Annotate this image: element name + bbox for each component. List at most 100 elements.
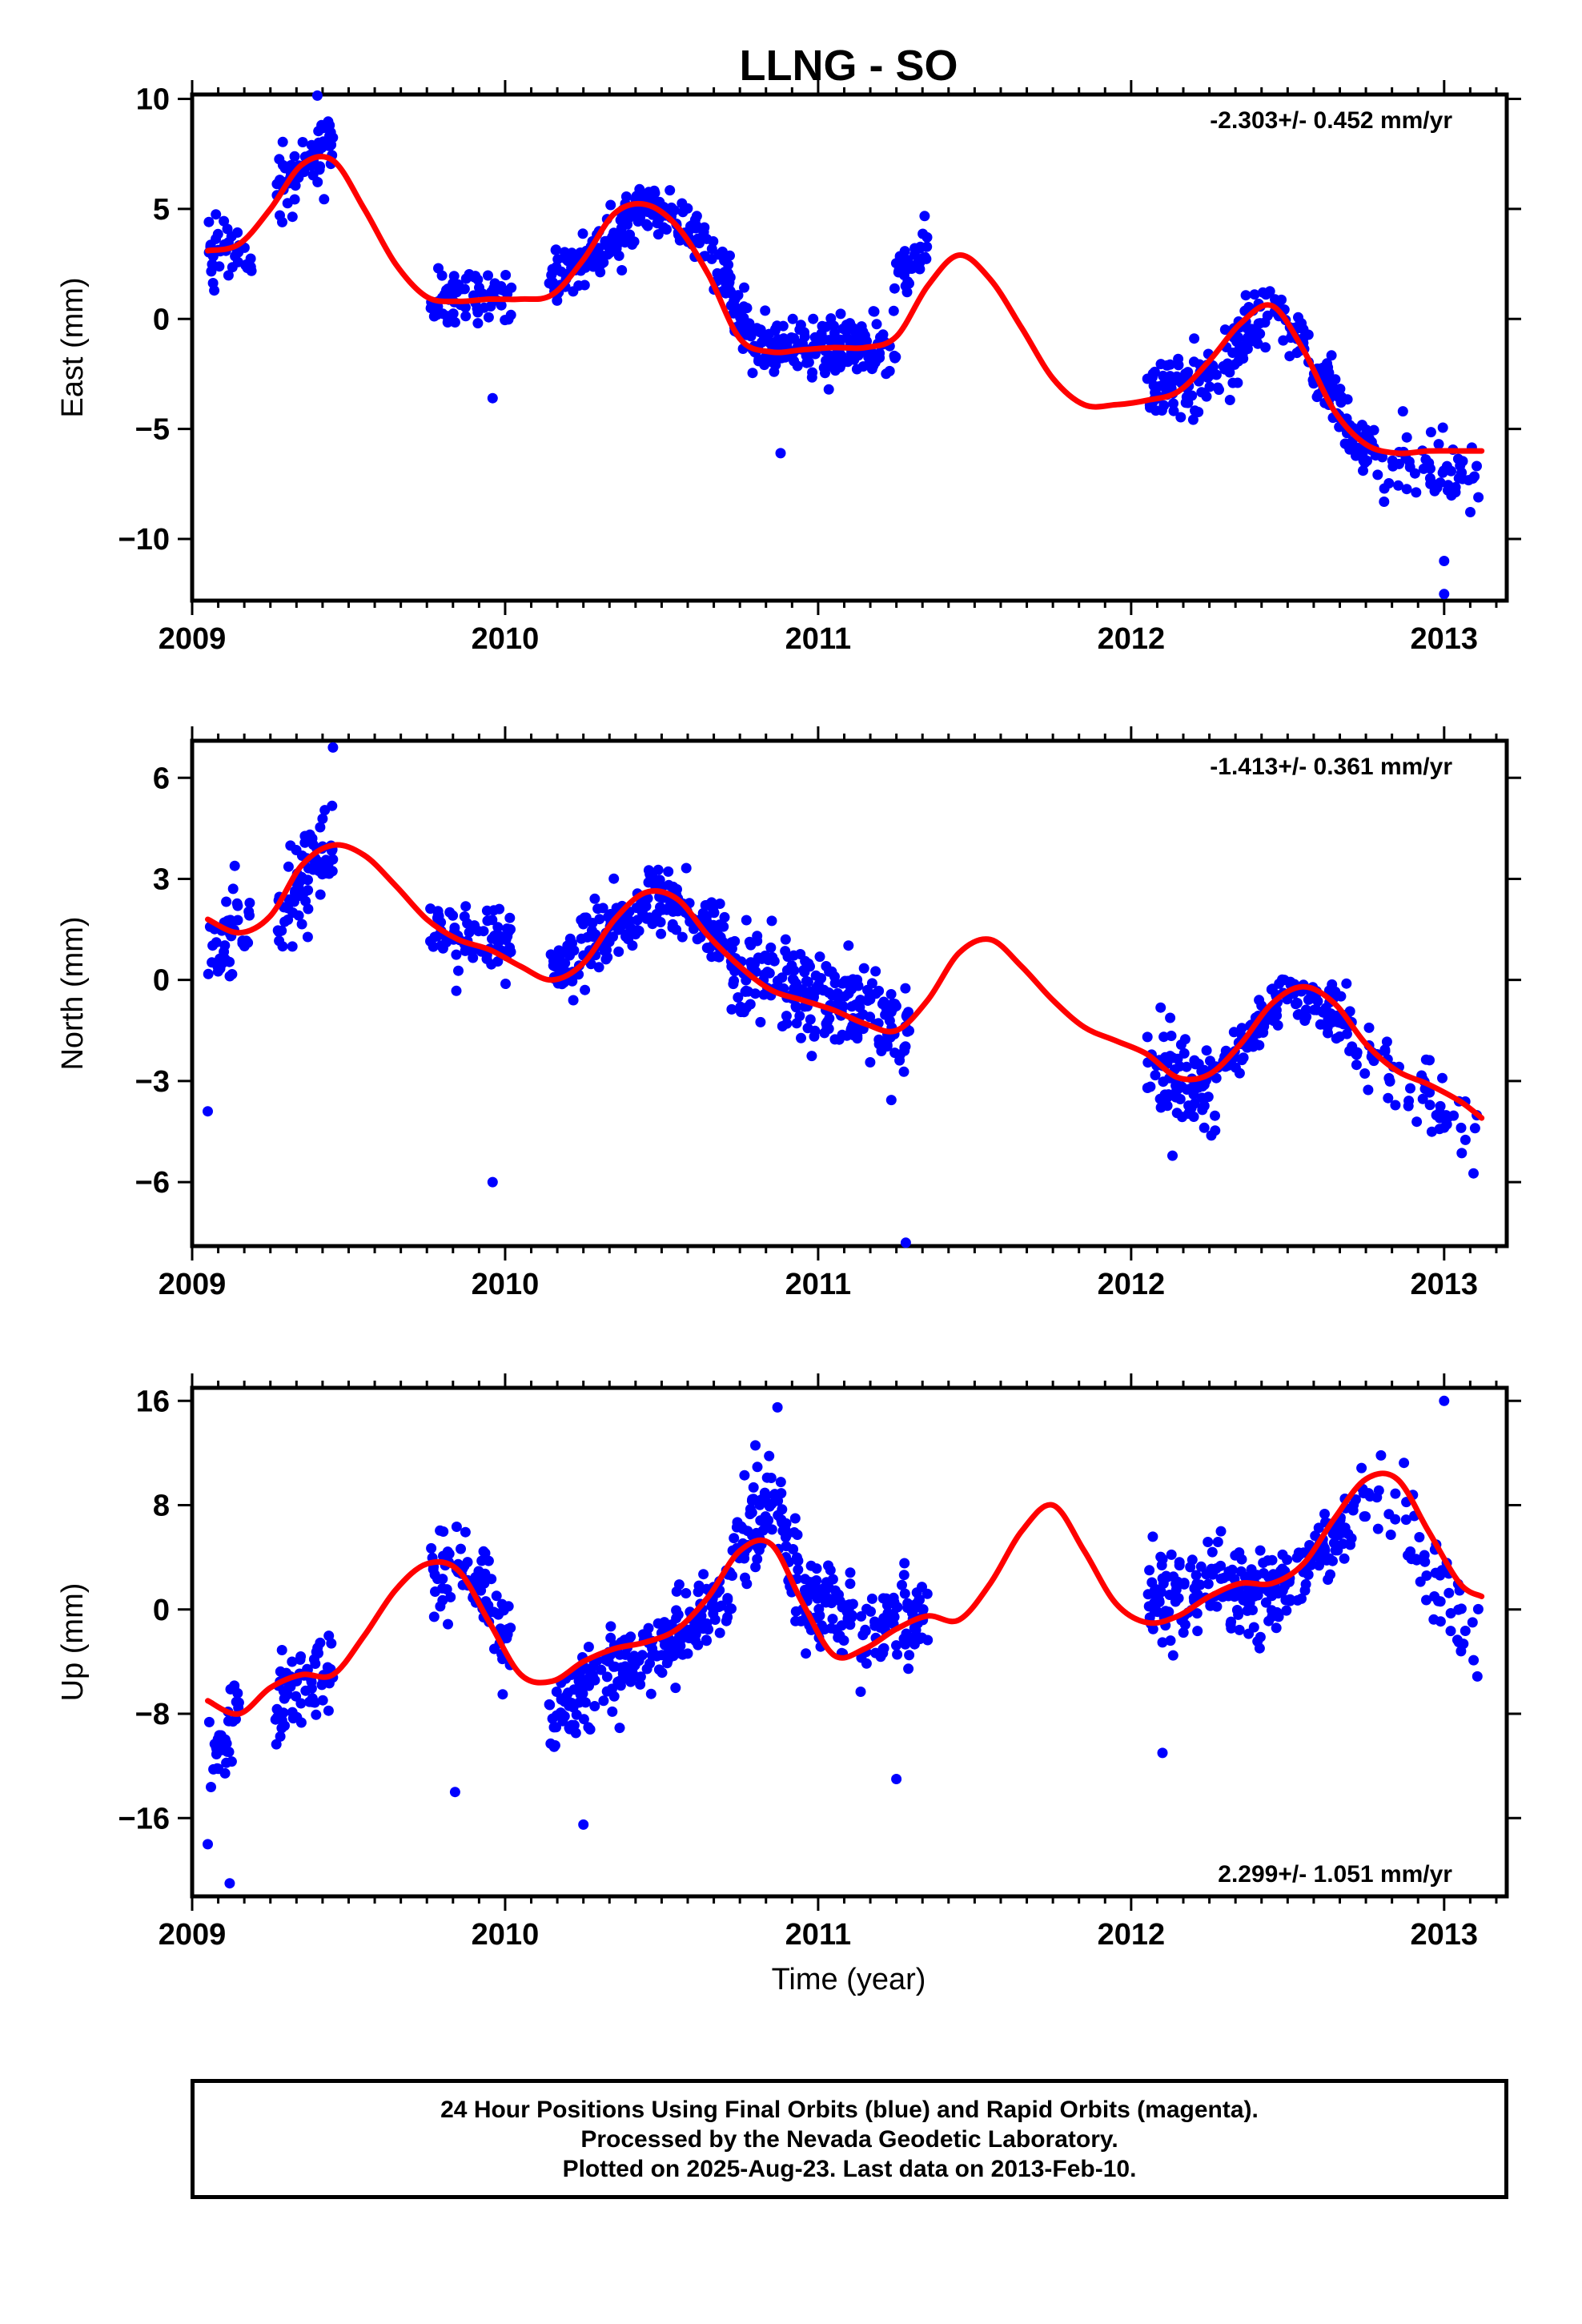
data-point [889, 1047, 901, 1059]
y-axis-label: East (mm) [56, 277, 90, 417]
data-point [836, 1620, 847, 1631]
data-point [1271, 1622, 1282, 1634]
data-point [1203, 1537, 1214, 1547]
data-point [227, 883, 239, 895]
data-point [500, 979, 511, 989]
data-point [1356, 1462, 1367, 1474]
data-point [1260, 1597, 1271, 1608]
data-point [856, 321, 867, 332]
data-point [274, 154, 285, 165]
data-point [750, 1562, 761, 1573]
data-point [1220, 1045, 1231, 1056]
data-point [892, 1649, 903, 1660]
footer-line-3: Plotted on 2025-Aug-23. Last data on 201… [562, 2155, 1137, 2182]
data-point [821, 355, 832, 366]
data-point [601, 1671, 612, 1683]
data-point [811, 1563, 822, 1574]
y-tick-label: 0 [153, 964, 170, 998]
data-point [320, 854, 331, 866]
data-point [1260, 289, 1271, 300]
data-point [1142, 1589, 1154, 1600]
data-point [891, 1774, 902, 1784]
data-point [1456, 1148, 1468, 1159]
data-point [492, 937, 504, 948]
data-point [835, 308, 846, 320]
data-point [1347, 1505, 1359, 1516]
data-point [211, 937, 222, 948]
data-point [1433, 1595, 1443, 1606]
data-point [898, 1570, 909, 1581]
data-point [1401, 432, 1412, 443]
data-point [300, 895, 311, 907]
data-point [753, 356, 764, 367]
data-point [1314, 1560, 1324, 1571]
data-point [873, 985, 885, 996]
data-point [276, 1715, 287, 1726]
daily-positions [203, 1395, 1484, 1889]
x-tick-label: 2013 [1411, 1918, 1479, 1952]
data-point [1272, 1019, 1283, 1031]
data-point [327, 800, 338, 811]
data-point [635, 1671, 646, 1683]
data-point [1435, 1570, 1446, 1581]
data-point [548, 1722, 560, 1733]
data-point [578, 1819, 589, 1830]
data-point [792, 1530, 803, 1540]
data-point [714, 1627, 725, 1638]
data-point [806, 1051, 817, 1062]
data-point [762, 967, 773, 978]
data-point [1170, 1596, 1181, 1607]
data-point [714, 899, 725, 909]
data-point [212, 228, 223, 239]
data-point [296, 919, 307, 930]
data-point [1383, 1072, 1395, 1084]
data-point [861, 1603, 872, 1614]
data-point [816, 1620, 827, 1631]
data-point [1239, 1571, 1251, 1582]
data-point [681, 1588, 692, 1598]
data-point [799, 331, 810, 342]
data-point [549, 961, 560, 972]
data-point [853, 980, 864, 991]
data-point [671, 1586, 682, 1597]
data-point [1322, 377, 1333, 388]
data-point [203, 1839, 213, 1850]
data-point [739, 1553, 750, 1564]
data-point [671, 1605, 682, 1616]
y-tick-label: −8 [135, 1698, 170, 1731]
data-point [1443, 1587, 1455, 1598]
data-point [1460, 1626, 1471, 1636]
data-point [1240, 290, 1251, 301]
data-point [1187, 414, 1199, 425]
data-point [769, 955, 780, 967]
data-point [449, 317, 460, 328]
data-point [721, 1615, 732, 1626]
data-point [1239, 341, 1249, 352]
data-point [1178, 1578, 1190, 1589]
data-point [865, 1011, 876, 1023]
data-point [709, 1614, 721, 1625]
data-point [311, 90, 323, 101]
data-point [1167, 1150, 1178, 1161]
data-point [796, 1032, 806, 1043]
data-point [635, 211, 646, 223]
data-point [841, 1030, 853, 1041]
data-point [750, 1440, 761, 1451]
data-point [1285, 976, 1296, 987]
data-point [1467, 1617, 1478, 1628]
data-point [583, 1642, 594, 1652]
data-point [887, 998, 898, 1009]
data-point [814, 951, 825, 963]
fit-curve [205, 1470, 1485, 1717]
data-point [897, 1579, 907, 1590]
panel-1: 2009 2010 2011 2012 2013 10 5 0 −5 −10 East (mm) -2… [56, 80, 1521, 656]
data-point [219, 940, 231, 951]
data-point [740, 1572, 750, 1583]
data-point [795, 984, 806, 995]
data-point [1157, 1747, 1168, 1759]
data-point [1284, 1595, 1295, 1606]
data-point [1319, 1509, 1330, 1519]
data-point [1157, 1637, 1168, 1648]
data-point [1300, 1578, 1311, 1590]
